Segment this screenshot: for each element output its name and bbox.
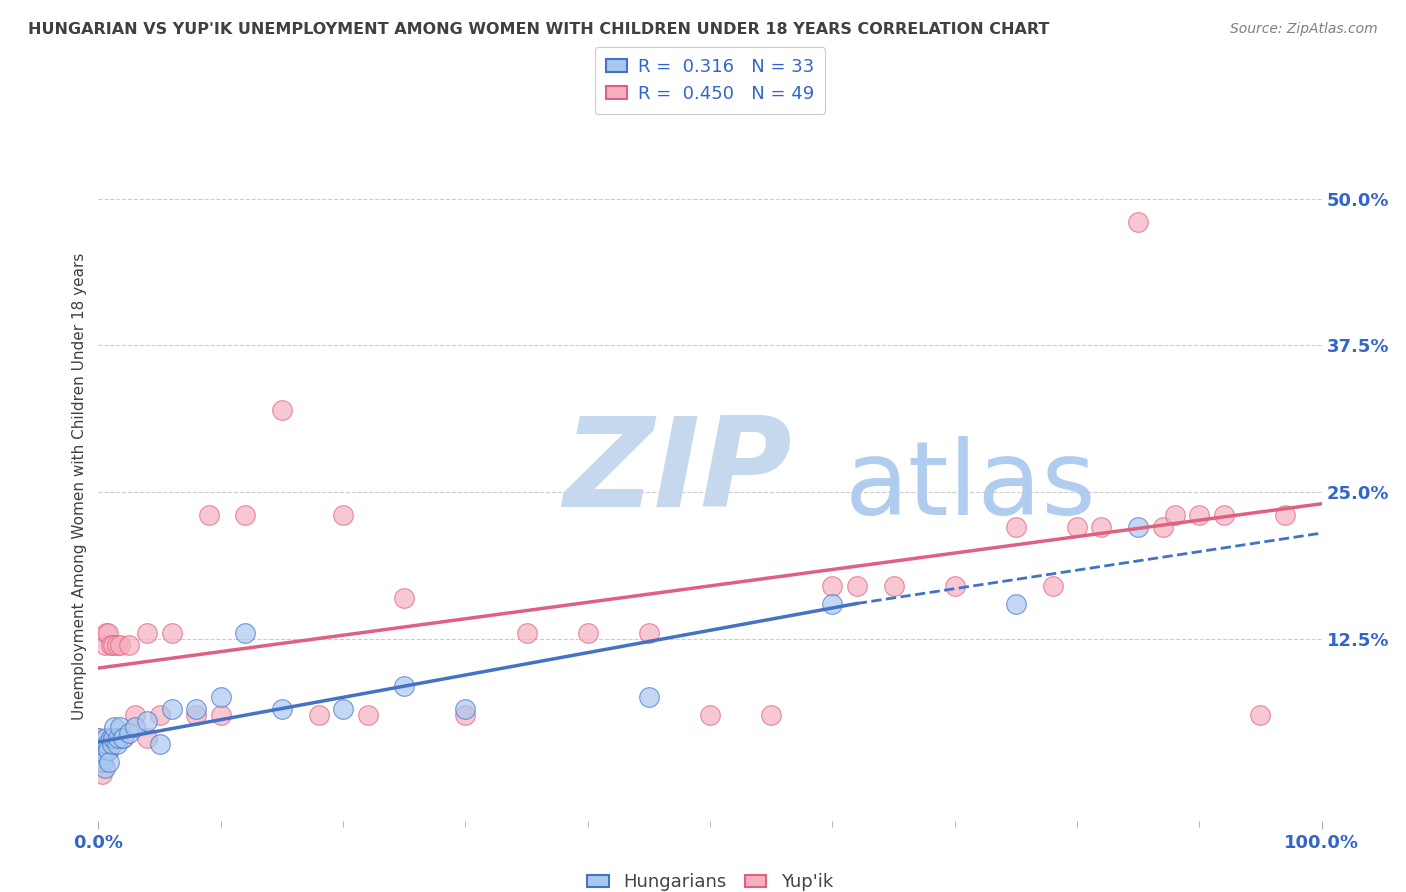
Point [149, 708, 172, 723]
Point [110, 720, 132, 734]
Point [101, 731, 124, 746]
Point [87, 731, 110, 746]
Point [103, 720, 125, 734]
Point [821, 579, 844, 593]
Point [91, 749, 114, 764]
Point [110, 638, 132, 652]
Point [87, 731, 110, 746]
Point [699, 708, 721, 723]
Point [111, 731, 134, 746]
Point [392, 591, 416, 605]
Point [1188, 508, 1211, 523]
Point [515, 625, 537, 640]
Point [392, 679, 416, 693]
Point [118, 638, 141, 652]
Point [1090, 520, 1112, 534]
Text: ZIP: ZIP [564, 412, 792, 533]
Text: atlas: atlas [845, 435, 1097, 537]
Point [96, 737, 118, 751]
Point [136, 714, 159, 728]
Point [124, 720, 146, 734]
Point [105, 638, 128, 652]
Point [209, 708, 232, 723]
Point [1042, 579, 1064, 593]
Point [93, 638, 115, 652]
Point [1274, 508, 1296, 523]
Point [1212, 508, 1234, 523]
Point [93, 761, 115, 775]
Point [308, 708, 330, 723]
Point [186, 708, 208, 723]
Point [270, 702, 294, 716]
Point [821, 597, 844, 611]
Y-axis label: Unemployment Among Women with Children Under 18 years: Unemployment Among Women with Children U… [72, 252, 87, 720]
Point [118, 725, 141, 739]
Text: HUNGARIAN VS YUP'IK UNEMPLOYMENT AMONG WOMEN WITH CHILDREN UNDER 18 YEARS CORREL: HUNGARIAN VS YUP'IK UNEMPLOYMENT AMONG W… [28, 22, 1049, 37]
Point [90, 743, 112, 757]
Point [209, 690, 232, 705]
Point [1249, 708, 1271, 723]
Point [111, 731, 134, 746]
Point [454, 708, 477, 723]
Point [454, 702, 477, 716]
Point [149, 737, 172, 751]
Point [98, 755, 121, 769]
Point [100, 731, 122, 746]
Point [761, 708, 783, 723]
Point [332, 702, 354, 716]
Point [1128, 215, 1150, 229]
Point [186, 702, 208, 716]
Point [136, 625, 159, 640]
Point [98, 743, 121, 757]
Point [1004, 520, 1026, 534]
Point [96, 743, 118, 757]
Point [233, 508, 256, 523]
Point [1004, 597, 1026, 611]
Point [136, 731, 159, 746]
Text: Source: ZipAtlas.com: Source: ZipAtlas.com [1230, 22, 1378, 37]
Point [1128, 520, 1150, 534]
Point [101, 737, 124, 751]
Point [197, 508, 219, 523]
Point [1152, 520, 1174, 534]
Point [94, 625, 117, 640]
Point [97, 743, 120, 757]
Point [90, 755, 112, 769]
Point [105, 737, 128, 751]
Point [101, 638, 124, 652]
Point [638, 625, 661, 640]
Point [160, 625, 183, 640]
Point [100, 638, 122, 652]
Point [91, 766, 114, 780]
Point [1164, 508, 1187, 523]
Point [107, 731, 129, 746]
Point [124, 708, 146, 723]
Point [97, 625, 120, 640]
Point [845, 579, 868, 593]
Point [94, 731, 117, 746]
Point [270, 402, 294, 417]
Point [160, 702, 183, 716]
Point [356, 708, 378, 723]
Point [576, 625, 599, 640]
Point [883, 579, 905, 593]
Point [638, 690, 661, 705]
Point [91, 755, 114, 769]
Legend: Hungarians, Yup'ik: Hungarians, Yup'ik [579, 866, 841, 892]
Point [943, 579, 966, 593]
Point [1066, 520, 1088, 534]
Point [332, 508, 354, 523]
Point [233, 625, 256, 640]
